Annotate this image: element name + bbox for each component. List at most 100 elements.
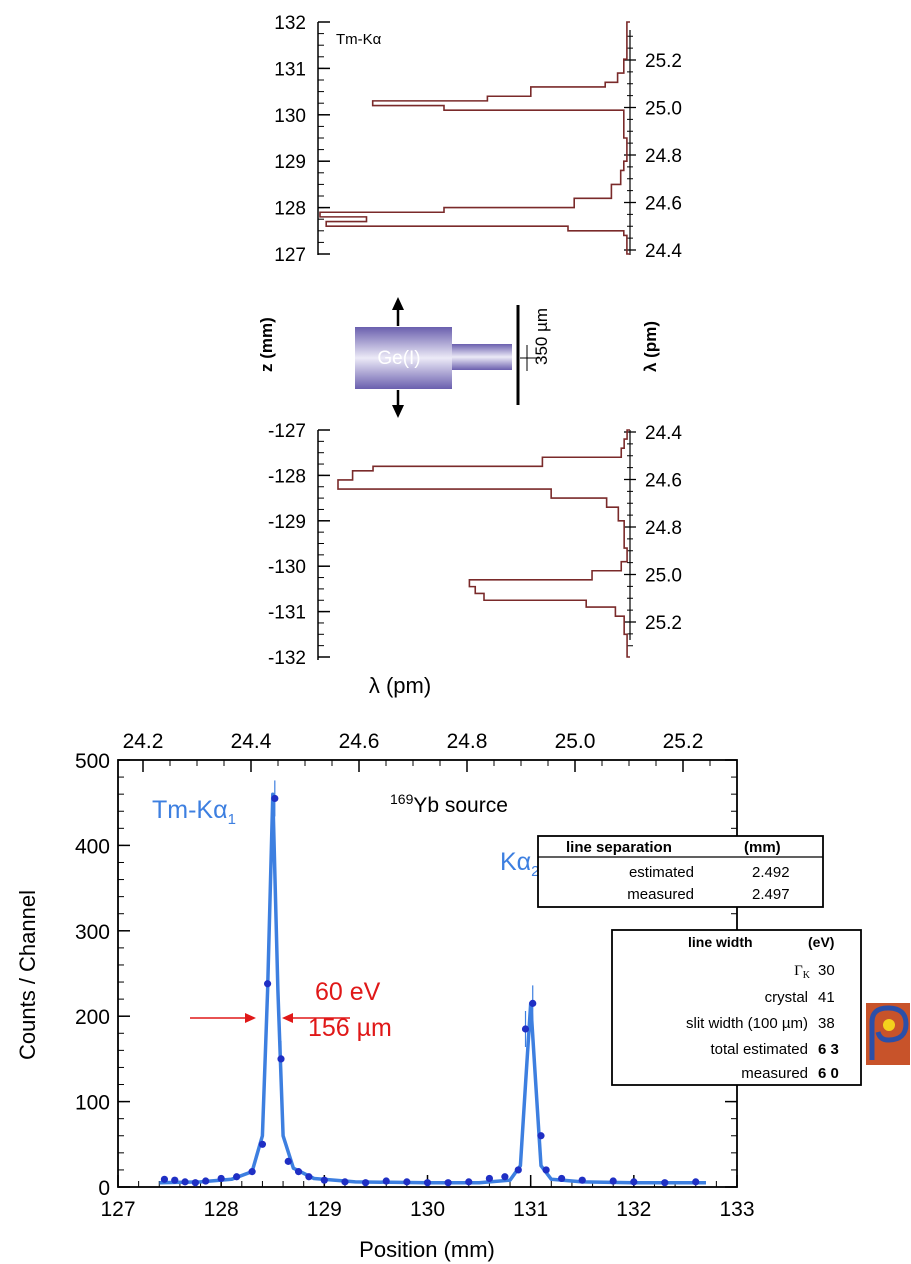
data-point (485, 1174, 493, 1183)
data-point (181, 1178, 189, 1186)
width-table-box (611, 929, 862, 1086)
x-tick-label: 127 (100, 1198, 135, 1221)
width-row-value: 6 3 (818, 1041, 839, 1058)
gamma-subscript: K (803, 970, 811, 981)
right-tick-label: 24.8 (645, 518, 682, 539)
detector-schematic: Ge(I) 350 µm z (mm) λ (pm) (257, 297, 660, 418)
right-tick-label: 24.4 (645, 241, 682, 262)
x2-tick-label: 24.4 (231, 730, 272, 753)
x-tick-label: 128 (204, 1198, 239, 1221)
data-point (542, 1166, 550, 1174)
gamma-symbol: Γ (794, 963, 803, 979)
y-axis-title: Counts / Channel (15, 890, 40, 1060)
logo-sun-icon (883, 1019, 895, 1031)
left-tick-label: 129 (274, 152, 306, 173)
right-tick-label: 24.6 (645, 471, 682, 492)
data-point (171, 1176, 179, 1184)
right-tick-label: 24.6 (645, 194, 682, 215)
x-tick-label: 133 (719, 1198, 754, 1221)
data-point (423, 1179, 432, 1187)
left-tick-label: 127 (274, 245, 306, 266)
data-point (160, 1175, 169, 1183)
y-tick-label: 200 (75, 1006, 110, 1029)
peak2-label: Kα2 (500, 848, 539, 880)
data-point (692, 1178, 700, 1186)
separation-table-box (537, 835, 824, 908)
peak1-name: Tm-Kα (152, 796, 228, 824)
width-row-value: 41 (818, 989, 835, 1006)
right-tick-label: 24.4 (645, 423, 682, 444)
width-row-label: crystal (765, 989, 808, 1006)
width-row-value: 6 0 (818, 1065, 839, 1082)
up-arrow-icon (392, 297, 404, 310)
logo-swirl-icon (869, 1005, 909, 1060)
x-tick-label: 132 (616, 1198, 651, 1221)
width-row-value: 30 (818, 962, 835, 979)
data-point (609, 1177, 617, 1185)
y-tick-label: 500 (75, 750, 110, 773)
separation-row-label: measured (627, 886, 694, 903)
right-tick-label: 25.0 (645, 99, 682, 120)
data-point (661, 1179, 669, 1187)
data-point (521, 1025, 530, 1033)
separation-row-label: estimated (629, 864, 694, 881)
data-point (362, 1179, 370, 1187)
x-tick-label: 131 (513, 1198, 548, 1221)
data-point (341, 1178, 349, 1186)
width-row-label: total estimated (710, 1041, 808, 1058)
x-tick-label: 130 (410, 1198, 445, 1221)
width-row-label: slit width (100 µm) (686, 1015, 808, 1032)
width-row-value: 38 (818, 1015, 835, 1032)
z-axis-label: z (mm) (257, 317, 276, 372)
detector-cold-finger (452, 344, 512, 370)
data-point (558, 1174, 566, 1183)
peak1-subscript: 1 (228, 811, 236, 828)
data-point (320, 1176, 328, 1184)
corner-logo (866, 1003, 910, 1065)
data-point (444, 1179, 452, 1187)
data-point (248, 1168, 256, 1176)
left-tick-label: -129 (268, 512, 306, 533)
x-axis-title: Position (mm) (359, 1237, 495, 1262)
left-tick-label: -127 (268, 421, 306, 442)
germanium-detector (355, 327, 452, 389)
data-point (403, 1178, 411, 1186)
data-point (271, 794, 279, 803)
source-name: Yb source (413, 794, 508, 817)
left-tick-label: -130 (268, 557, 306, 578)
lower-histogram-line (337, 429, 630, 658)
x2-tick-label: 25.2 (663, 730, 704, 753)
data-point (501, 1173, 509, 1181)
data-point (630, 1178, 638, 1186)
left-tick-label: 130 (274, 106, 306, 127)
separation-unit: (mm) (744, 839, 781, 856)
source-isotope-mass: 169 (390, 791, 414, 807)
y-tick-label: 300 (75, 921, 110, 944)
detector-label: Ge(I) (377, 348, 420, 369)
left-tick-label: -131 (268, 603, 306, 624)
left-tick-label: -128 (268, 466, 306, 487)
right-tick-label: 25.2 (645, 51, 682, 72)
y-tick-label: 0 (98, 1177, 110, 1200)
right-tick-label: 25.0 (645, 566, 682, 587)
right-tick-label: 25.2 (645, 613, 682, 634)
data-point (258, 1140, 267, 1148)
x2-tick-label: 25.0 (555, 730, 596, 753)
x2-tick-label: 24.2 (123, 730, 164, 753)
peak1-label: Tm-Kα1 (152, 796, 236, 828)
right-tick-label: 24.8 (645, 146, 682, 167)
data-point (284, 1157, 292, 1165)
separation-row-value: 2.497 (752, 886, 790, 903)
data-point (217, 1174, 225, 1183)
slit-width-label: 350 µm (532, 308, 551, 365)
left-tick-label: 132 (274, 13, 306, 34)
width-unit: (eV) (808, 934, 834, 950)
data-point (305, 1173, 313, 1181)
data-point (382, 1177, 390, 1185)
data-point (191, 1179, 199, 1187)
data-point (465, 1178, 473, 1186)
left-tick-label: -132 (268, 648, 306, 669)
